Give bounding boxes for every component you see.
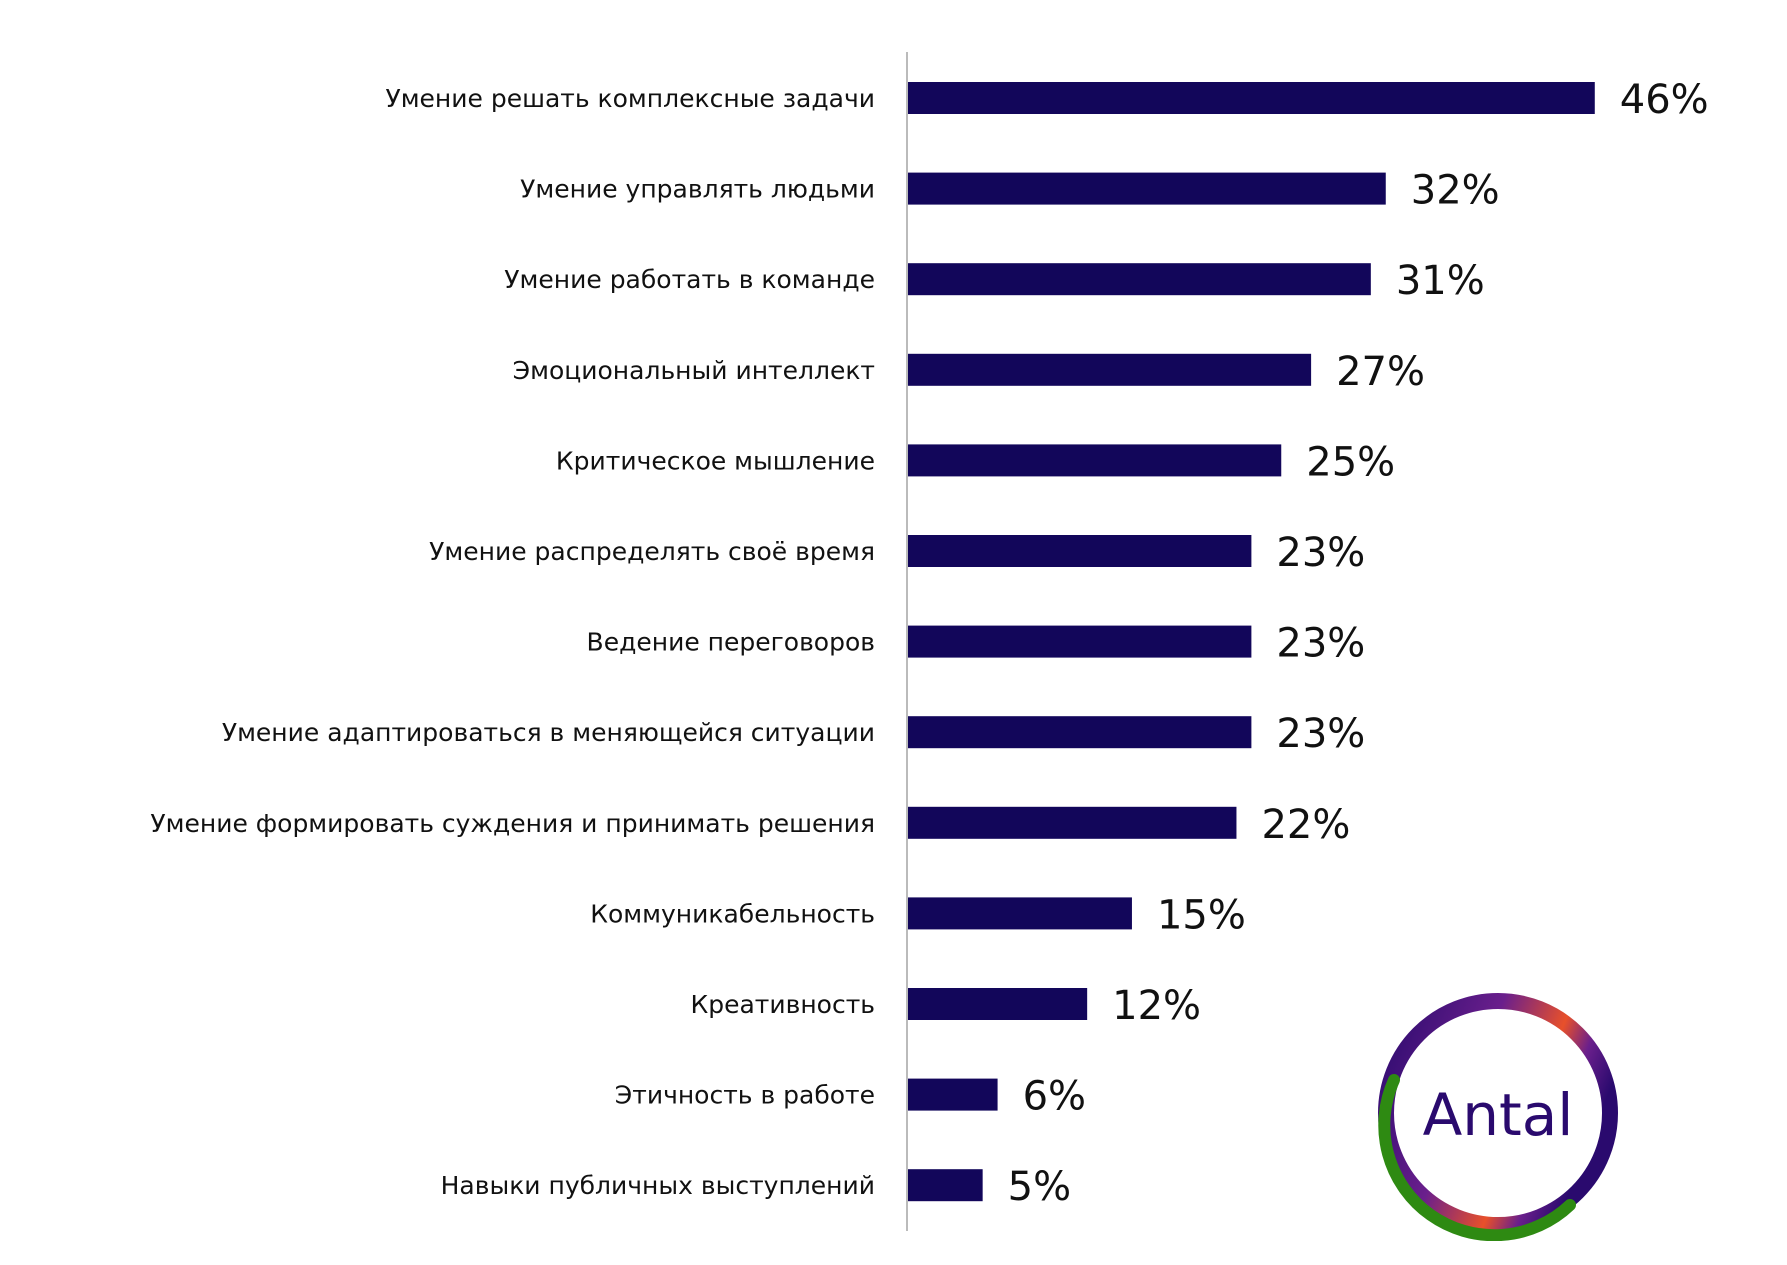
category-label: Умение распределять своё время [429, 537, 875, 566]
data-label: 31% [1396, 258, 1485, 304]
category-label: Умение адаптироваться в меняющейся ситуа… [222, 718, 875, 747]
bar [908, 444, 1282, 477]
category-label: Умение решать комплексные задачи [385, 84, 875, 113]
bar [908, 353, 1312, 386]
data-label: 46% [1620, 77, 1709, 123]
bar [908, 806, 1237, 839]
antal-logo: Antal [1378, 993, 1618, 1241]
bar [908, 1169, 983, 1202]
bar [908, 625, 1252, 658]
bar [908, 535, 1252, 567]
bar [908, 172, 1386, 205]
bar [908, 263, 1371, 296]
bar [908, 897, 1132, 930]
category-label: Креативность [690, 990, 875, 1019]
bar [908, 716, 1252, 749]
category-label: Навыки публичных выступлений [441, 1171, 875, 1200]
data-label: 5% [1008, 1164, 1071, 1210]
category-label: Коммуникабельность [590, 899, 875, 928]
data-label: 23% [1276, 530, 1365, 576]
bar [908, 82, 1595, 114]
category-label: Критическое мышление [556, 446, 875, 475]
data-label: 27% [1336, 349, 1425, 395]
category-label: Умение управлять людьми [520, 175, 875, 204]
data-label: 25% [1306, 439, 1395, 485]
data-label: 32% [1411, 168, 1500, 214]
category-label: Умение формировать суждения и принимать … [150, 809, 875, 838]
data-label: 12% [1112, 983, 1201, 1029]
category-label: Ведение переговоров [587, 628, 875, 657]
category-label: Эмоциональный интеллект [513, 356, 875, 385]
category-label: Умение работать в команде [504, 265, 875, 294]
bar [908, 1078, 998, 1111]
data-label: 22% [1261, 802, 1350, 848]
bar [908, 988, 1088, 1020]
category-label: Этичность в работе [615, 1081, 875, 1110]
data-label: 6% [1023, 1074, 1086, 1120]
data-label: 15% [1157, 892, 1246, 938]
logo-text: Antal [1423, 1081, 1574, 1149]
data-label: 23% [1276, 621, 1365, 667]
data-label: 23% [1276, 711, 1365, 757]
